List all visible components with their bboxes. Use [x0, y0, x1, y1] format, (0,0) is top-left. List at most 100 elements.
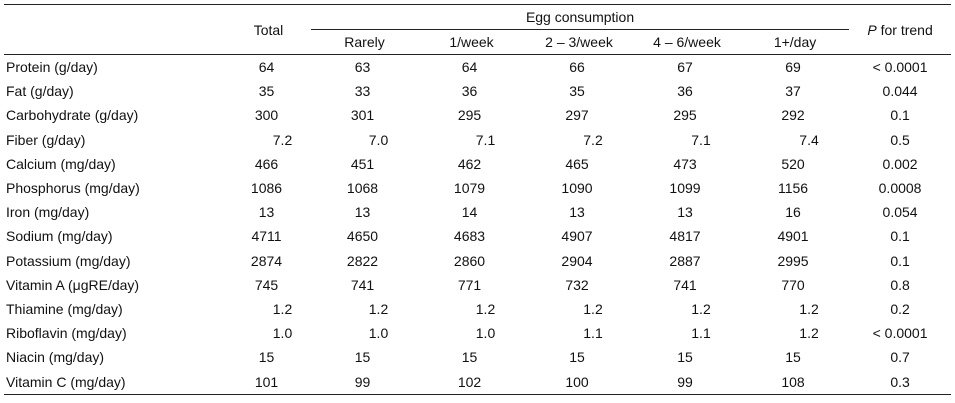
cell-text: 66	[569, 59, 585, 75]
cell-value: 771	[418, 273, 525, 297]
cell-total: 7.2	[226, 128, 311, 152]
cell-value: 473	[633, 152, 741, 176]
cell-text: 4817	[669, 228, 701, 245]
cell-value: 15	[633, 345, 741, 369]
cell-value: 4901	[741, 224, 849, 248]
row-label: Fat (g/day)	[6, 83, 74, 100]
cell-value: 36	[418, 79, 525, 103]
row-label: Iron (mg/day)	[6, 204, 90, 221]
cell-text: 14	[461, 204, 478, 221]
cell-text: 1.2	[475, 301, 496, 318]
cell-value: 295	[418, 103, 525, 127]
header-empty-cell	[4, 29, 226, 55]
row-label: Thiamine (mg/day)	[6, 301, 123, 318]
cell-total: 1086	[226, 176, 311, 200]
cell-text: 13	[354, 204, 371, 221]
cell-total: 745	[226, 273, 311, 297]
subheader-2-3-week: 2 – 3/week	[525, 29, 633, 55]
table-row: Protein (g/day) 64 63 64 66 67 69 < 0.0001	[4, 55, 951, 80]
table-row: Thiamine (mg/day) 1.2 1.2 1.2 1.2 1.2 1.2 0.2	[4, 297, 951, 321]
cell-p-value: 0.5	[890, 131, 910, 148]
cell-text: 2887	[669, 252, 701, 269]
cell-text: 35	[569, 83, 585, 100]
cell-text: 13	[677, 204, 693, 221]
cell-text: 1090	[561, 180, 593, 197]
cell-p-value: 0.1	[890, 107, 910, 124]
cell-text: 1086	[250, 180, 283, 197]
cell-text: 295	[673, 107, 697, 124]
cell-text: 520	[781, 155, 805, 172]
cell-value: 292	[741, 103, 849, 127]
cell-p-value: 0.7	[890, 349, 910, 366]
cell-value: 2887	[633, 249, 741, 273]
cell-total: 2874	[226, 249, 311, 273]
cell-value: 1.2	[311, 297, 418, 321]
cell-p-value: 0.002	[882, 155, 918, 172]
cell-text: 36	[677, 83, 693, 100]
cell-value: 4683	[418, 224, 525, 248]
table-row: Potassium (mg/day) 2874 2822 2860 2904 2887 29…	[4, 249, 951, 273]
cell-text: 2995	[777, 252, 809, 269]
cell-value: 741	[311, 273, 418, 297]
cell-text: 4901	[777, 228, 809, 245]
cell-value: 13	[525, 200, 633, 224]
table-row: Sodium (mg/day) 4711 4650 4683 4907 4817 4901 0…	[4, 224, 951, 248]
cell-text: 292	[781, 107, 805, 124]
cell-value: 7.0	[311, 128, 418, 152]
cell-text: 64	[461, 59, 478, 75]
row-label: Calcium (mg/day)	[6, 155, 116, 172]
cell-text: 63	[354, 59, 371, 75]
cell-text: 99	[677, 373, 693, 390]
cell-text: 7.2	[272, 131, 293, 148]
cell-value: 15	[418, 345, 525, 369]
cell-text: 7.4	[799, 131, 819, 148]
cell-text: 1099	[669, 180, 701, 197]
cell-value: 297	[525, 103, 633, 127]
cell-value: 1.1	[525, 321, 633, 345]
cell-text: 7.1	[475, 131, 496, 148]
cell-p-value: 0.1	[890, 252, 910, 269]
cell-value: 1.1	[633, 321, 741, 345]
cell-text: 33	[354, 83, 371, 100]
cell-text: 741	[350, 276, 375, 293]
cell-value: 1.0	[418, 321, 525, 345]
cell-text: 1079	[453, 180, 486, 197]
cell-value: 1090	[525, 176, 633, 200]
cell-value: 99	[311, 369, 418, 395]
header-total: Total	[226, 4, 311, 55]
cell-text: 2860	[453, 252, 486, 269]
cell-text: 37	[785, 83, 801, 100]
cell-text: 69	[785, 59, 801, 75]
row-label: Fiber (g/day)	[6, 131, 86, 148]
row-label: Sodium (mg/day)	[6, 228, 113, 245]
cell-value: 4650	[311, 224, 418, 248]
cell-text: 465	[565, 155, 589, 172]
cell-text: 2904	[561, 252, 593, 269]
cell-value: 1.2	[418, 297, 525, 321]
cell-text: 7.1	[691, 131, 711, 148]
cell-value: 16	[741, 200, 849, 224]
cell-value: 33	[311, 79, 418, 103]
cell-value: 7.4	[741, 128, 849, 152]
subheader-4-6-week: 4 – 6/week	[633, 29, 741, 55]
row-label: Niacin (mg/day)	[6, 349, 105, 366]
table-row: Riboflavin (mg/day) 1.0 1.0 1.0 1.1 1.1 1.2 < 0…	[4, 321, 951, 345]
p-symbol: P	[867, 21, 877, 38]
cell-value: 295	[633, 103, 741, 127]
cell-value: 1156	[741, 176, 849, 200]
cell-text: 732	[565, 276, 589, 293]
cell-text: 99	[354, 373, 371, 390]
table-row: Iron (mg/day) 13 13 14 13 13 16 0.054	[4, 200, 951, 224]
cell-value: 67	[633, 55, 741, 80]
cell-total: 35	[226, 79, 311, 103]
cell-text: 473	[673, 155, 697, 172]
cell-text: 4711	[251, 228, 282, 245]
cell-text: 13	[258, 204, 275, 221]
cell-text: 741	[673, 276, 697, 293]
cell-total: 15	[226, 345, 311, 369]
subheader-1-plus-day: 1+/day	[741, 29, 850, 55]
cell-text: 13	[569, 204, 585, 221]
cell-text: 1.0	[475, 325, 496, 342]
cell-total: 101	[226, 369, 311, 395]
